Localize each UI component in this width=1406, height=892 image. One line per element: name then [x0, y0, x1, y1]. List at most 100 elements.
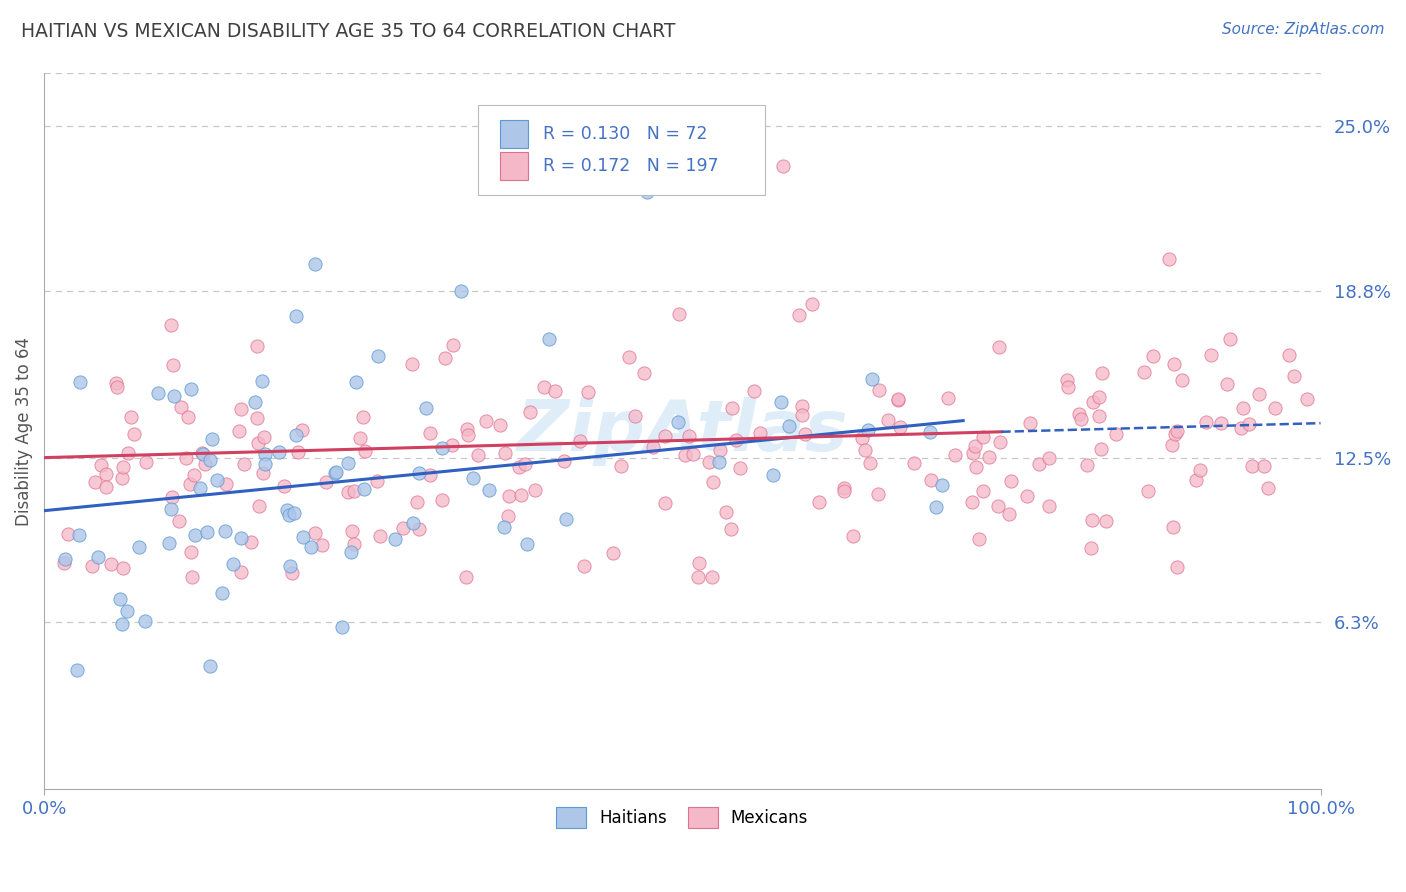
Point	[177, 409, 200, 424]
Point	[243, 394, 266, 409]
Point	[278, 559, 301, 574]
Point	[267, 445, 290, 459]
Point	[610, 459, 633, 474]
Point	[167, 514, 190, 528]
Point	[1163, 358, 1185, 372]
Point	[311, 538, 333, 552]
Point	[714, 505, 737, 519]
Point	[619, 351, 641, 365]
Point	[1087, 409, 1109, 424]
Point	[498, 490, 520, 504]
Point	[1166, 425, 1188, 439]
Point	[96, 479, 118, 493]
Point	[1282, 368, 1305, 383]
Point	[246, 338, 269, 352]
Point	[720, 401, 742, 415]
Point	[1219, 333, 1241, 347]
Point	[100, 558, 122, 572]
Point	[1278, 349, 1301, 363]
Point	[292, 530, 315, 544]
Point	[925, 500, 948, 515]
Point	[94, 467, 117, 481]
Point	[408, 522, 430, 536]
Point	[800, 296, 823, 310]
Point	[533, 380, 555, 394]
Point	[868, 383, 890, 397]
Point	[247, 436, 270, 450]
Point	[232, 457, 254, 471]
Point	[1232, 401, 1254, 416]
Point	[792, 408, 814, 422]
Point	[1056, 373, 1078, 387]
Point	[211, 586, 233, 600]
Point	[367, 349, 389, 363]
Point	[111, 460, 134, 475]
Point	[853, 443, 876, 458]
Y-axis label: Disability Age 35 to 64: Disability Age 35 to 64	[15, 336, 32, 525]
Point	[52, 556, 75, 570]
Point	[285, 427, 308, 442]
Point	[832, 482, 855, 496]
Point	[1164, 427, 1187, 442]
Point	[537, 332, 560, 346]
Point	[887, 393, 910, 408]
Point	[572, 558, 595, 573]
Point	[135, 455, 157, 469]
Point	[576, 384, 599, 399]
Point	[654, 496, 676, 510]
Point	[1095, 514, 1118, 528]
Point	[205, 473, 228, 487]
Point	[1067, 407, 1090, 421]
Point	[1185, 474, 1208, 488]
Point	[794, 427, 817, 442]
Point	[229, 565, 252, 579]
Point	[624, 409, 647, 423]
Point	[544, 384, 567, 398]
Point	[678, 428, 700, 442]
Point	[668, 308, 690, 322]
Point	[920, 473, 942, 487]
Point	[1157, 252, 1180, 266]
Point	[1090, 442, 1112, 456]
Point	[201, 433, 224, 447]
Point	[728, 460, 751, 475]
Point	[636, 186, 658, 200]
Point	[877, 413, 900, 427]
Point	[253, 447, 276, 461]
Point	[1105, 426, 1128, 441]
Point	[1257, 481, 1279, 495]
Point	[1240, 458, 1263, 473]
Point	[291, 423, 314, 437]
Point	[842, 529, 865, 543]
Point	[162, 389, 184, 403]
Point	[1136, 484, 1159, 499]
Bar	[499, 152, 527, 180]
Point	[117, 446, 139, 460]
Point	[789, 308, 811, 322]
Point	[742, 384, 765, 399]
Point	[1038, 499, 1060, 513]
Point	[1161, 520, 1184, 534]
Point	[1015, 489, 1038, 503]
Point	[82, 559, 104, 574]
Point	[688, 556, 710, 570]
Point	[405, 494, 427, 508]
Point	[524, 483, 547, 497]
Point	[682, 447, 704, 461]
Point	[160, 502, 183, 516]
Point	[1161, 438, 1184, 452]
Point	[702, 475, 724, 489]
Text: R = 0.172   N = 197: R = 0.172 N = 197	[543, 157, 718, 175]
Point	[748, 425, 770, 440]
Point	[1195, 415, 1218, 429]
Point	[720, 522, 742, 536]
Point	[419, 425, 441, 440]
Point	[988, 435, 1011, 450]
Point	[277, 508, 299, 523]
Point	[191, 447, 214, 461]
Point	[66, 663, 89, 677]
Point	[920, 425, 942, 439]
Point	[104, 376, 127, 390]
Point	[967, 533, 990, 547]
Text: ZipAtlas: ZipAtlas	[516, 397, 848, 466]
